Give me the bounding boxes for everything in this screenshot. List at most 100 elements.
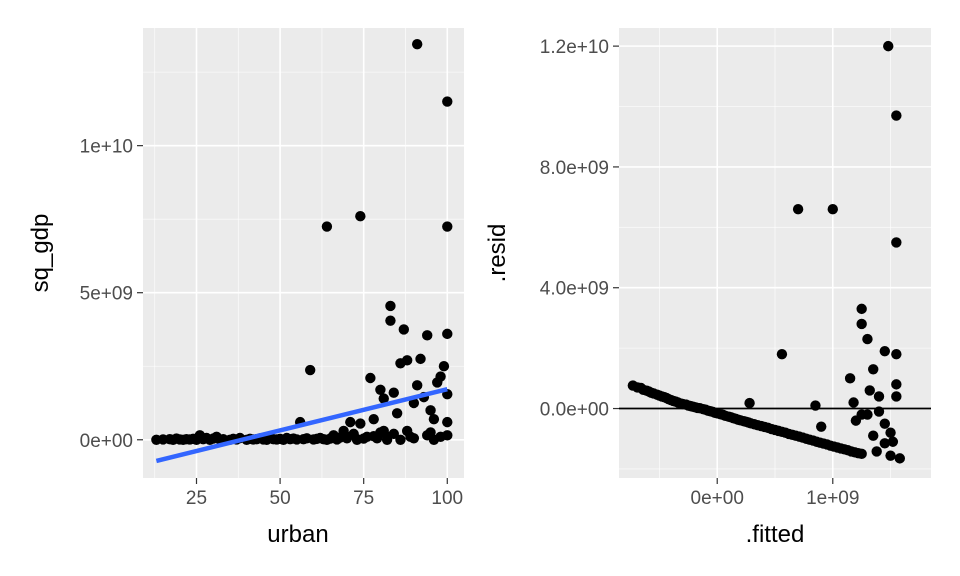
data-point [848,397,859,408]
data-point [428,413,440,425]
data-point [321,221,333,232]
data-point [401,425,413,437]
data-point [887,436,899,447]
data-point [891,237,902,248]
data-point [883,40,894,52]
data-point [401,355,413,366]
data-point [395,434,406,445]
data-point [879,438,890,449]
y-tick-label: 4.0e+09 [540,279,609,300]
data-point [864,385,875,396]
data-point [355,418,366,429]
data-point [415,353,426,365]
data-point [411,38,423,50]
data-point [856,448,867,460]
data-point [827,204,838,215]
data-point [385,315,396,326]
data-point [435,371,446,382]
chart-left: 25 50 75 100 0e+00 5e+09 1e+10 urban sq_gdp [27,28,464,548]
data-point [388,428,399,440]
y-tick-label: 8.0e+09 [540,158,609,179]
data-point [879,345,890,357]
data-point [856,318,867,330]
y-tick-label: 1.2e+10 [540,37,609,58]
data-point [862,333,873,345]
data-point [879,418,890,429]
data-point [435,431,446,443]
y-ticks-right: 0.0e+00 4.0e+09 8.0e+09 1.2e+10 [540,37,619,421]
data-point [844,373,856,384]
data-point [868,364,879,375]
y-tick-label: 5e+09 [80,284,133,305]
data-point [331,433,343,444]
data-point [894,453,905,464]
data-point [345,416,356,428]
data-point [871,446,882,457]
data-point [411,380,423,391]
x-tick-label: 0e+00 [691,488,744,509]
x-tick-label: 50 [270,488,291,509]
data-point [891,391,902,402]
data-point [378,393,389,404]
data-point [891,379,902,390]
data-point [885,427,896,438]
data-point [885,450,896,461]
regression-line [155,386,448,464]
data-point [355,211,366,222]
data-point [744,397,755,409]
data-point [438,361,450,372]
y-tick-label: 1e+10 [80,137,133,158]
y-axis-title-right: .resid [484,224,511,283]
data-point [321,434,333,445]
data-point [862,409,873,420]
data-point [381,434,393,445]
data-point [442,221,453,232]
data-point [425,405,436,416]
points-right [627,40,905,464]
chart-right: 0e+00 1e+09 0.0e+004.0e+098.0e+091.2e+10 … [484,28,931,548]
data-point [368,413,379,425]
data-point [391,408,403,419]
y-ticks-left: 0e+00 5e+09 1e+10 [80,137,143,452]
data-point [341,431,353,443]
panel-background-left [143,28,464,478]
data-point [442,96,453,107]
data-point [408,433,420,444]
data-point [375,384,386,395]
data-point [351,434,363,445]
data-point [375,427,386,438]
y-tick-label: 0e+00 [80,431,133,452]
data-point [422,330,433,341]
data-point [810,400,821,411]
data-point [792,204,804,215]
data-point [891,348,902,360]
data-point [388,387,399,398]
x-tick-label: 25 [186,488,207,509]
data-point [365,372,376,384]
y-axis-title-left: sq_gdp [27,214,54,293]
data-point [891,110,902,121]
x-axis-title-right: .fitted [746,521,805,548]
data-point [868,430,879,441]
points-left [151,38,453,445]
x-tick-label: 1e+09 [806,488,859,509]
data-point [873,391,885,402]
data-point [776,348,788,360]
x-tick-label: 75 [353,488,374,509]
regression-line-left [155,386,448,464]
data-point [408,397,420,409]
data-point [442,416,453,428]
x-tick-label: 100 [431,488,463,509]
x-axis-title-left: urban [267,521,328,548]
data-point [856,303,867,315]
data-point [304,364,316,376]
x-ticks-left: 25 50 75 100 [186,478,463,509]
data-point [873,406,885,417]
data-point [816,421,827,432]
data-point [442,328,453,340]
data-point [385,300,396,312]
y-tick-label: 0.0e+00 [540,400,609,421]
data-point [398,324,410,335]
x-ticks-right: 0e+00 1e+09 [691,478,859,509]
